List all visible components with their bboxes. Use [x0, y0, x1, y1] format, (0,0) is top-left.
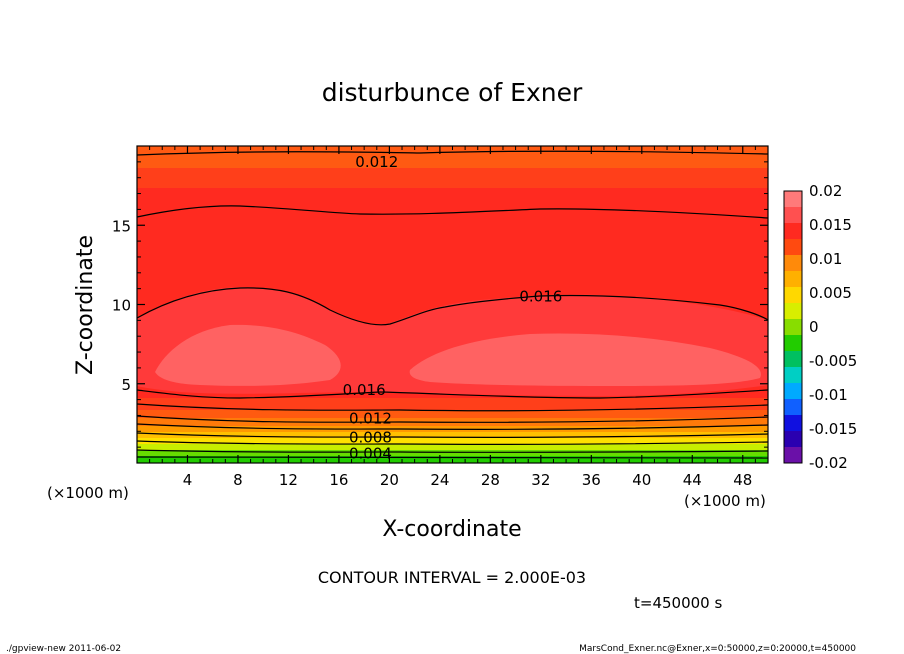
x-tick-label: 4: [183, 471, 193, 489]
x-tick-label: 32: [531, 471, 550, 489]
x-tick-label: 8: [233, 471, 243, 489]
contour-label: 0.012: [355, 153, 398, 171]
colorbar-tick-label: 0.02: [809, 182, 842, 200]
colorbar-tick-label: -0.015: [809, 420, 857, 438]
x-tick-label: 16: [329, 471, 348, 489]
band-yellowgreen-low: [137, 444, 768, 450]
colorbar-swatch: [784, 319, 802, 336]
y-axis-ticks: 5 10 15: [112, 161, 768, 448]
colorbar-swatch: [784, 207, 802, 224]
y-tick-label: 5: [121, 376, 131, 394]
contour-label: 0.008: [349, 429, 392, 447]
colorbar-swatch: [784, 303, 802, 320]
band-pink-right: [409, 333, 761, 386]
contour-interval-text: CONTOUR INTERVAL = 2.000E-03: [318, 568, 586, 587]
colorbar: 0.02 0.015 0.01 0.005 0 -0.005 -0.01 -0.015 -0.0…: [783, 182, 857, 472]
contour-label: 0.016: [519, 288, 562, 306]
colorbar-tick-label: -0.005: [809, 352, 857, 370]
contour-line-a: [136, 403, 769, 412]
colorbar-swatch: [784, 255, 802, 272]
colorbar-tick-label: -0.01: [809, 386, 848, 404]
colorbar-swatch: [784, 351, 802, 368]
contour-line-upper: [136, 205, 769, 219]
colorbar-swatch: [784, 287, 802, 304]
colorbar-tick-label: 0.015: [809, 216, 852, 234]
colorbar-swatch: [784, 431, 802, 448]
footer-left: ./gpview-new 2011-06-02: [6, 644, 121, 654]
band-red-low: [137, 398, 768, 410]
colorbar-tick-label: 0: [809, 318, 819, 336]
colorbar-swatch: [784, 223, 802, 240]
contour-line-012: [136, 415, 769, 423]
contour-line-b: [136, 423, 769, 430]
contour-line-c: [136, 440, 769, 445]
band-yellow-low: [137, 438, 768, 444]
colorbar-swatch: [784, 239, 802, 256]
contour-line-008: [136, 432, 769, 438]
x-unit-label-left: (×1000 m): [47, 484, 129, 502]
footer-right: MarsCond_Exner.nc@Exner,x=0:50000,z=0:20…: [579, 644, 856, 654]
colorbar-swatch: [784, 399, 802, 416]
y-axis-label: Z-coordinate: [73, 235, 98, 375]
colorbar-tick-label: 0.005: [809, 284, 852, 302]
x-tick-label: 36: [582, 471, 601, 489]
band-amber-low: [137, 432, 768, 438]
contour-label: 0.016: [343, 381, 386, 399]
x-tick-label: 48: [733, 471, 752, 489]
x-unit-label-right: (×1000 m): [684, 492, 766, 510]
band-pink-left: [155, 324, 341, 386]
band-green-low: [137, 450, 768, 456]
colorbar-swatch: [784, 383, 802, 400]
colorbar-swatch: [784, 271, 802, 288]
filled-contours: [137, 146, 768, 463]
contour-lines: [136, 150, 769, 460]
contour-line-016-lower: [136, 389, 769, 399]
x-tick-label: 24: [430, 471, 449, 489]
y-tick-label: 15: [112, 217, 131, 235]
x-tick-label: 20: [380, 471, 399, 489]
y-tick-label: 10: [112, 297, 131, 315]
contour-label: 0.004: [349, 444, 392, 462]
x-tick-label: 40: [632, 471, 651, 489]
contour-line-top: [136, 150, 769, 156]
band-orange-low: [137, 410, 768, 418]
contour-line-004: [136, 449, 769, 454]
x-axis-label: X-coordinate: [382, 517, 521, 542]
colorbar-swatch: [784, 415, 802, 432]
x-tick-label: 28: [481, 471, 500, 489]
x-tick-label: 12: [279, 471, 298, 489]
colorbar-swatch: [784, 367, 802, 384]
x-tick-label: 44: [683, 471, 702, 489]
x-axis-ticks: 4 8 12 16 20 24 28 32 36 40 44 48: [149, 146, 756, 489]
colorbar-swatch: [784, 191, 802, 208]
chart-title: disturbunce of Exner: [322, 78, 583, 107]
colorbar-tick-label: 0.01: [809, 250, 842, 268]
colorbar-swatch: [784, 335, 802, 352]
colorbar-frame: [783, 190, 803, 464]
colorbar-swatch: [784, 447, 802, 464]
contour-label: 0.012: [349, 410, 392, 428]
time-text: t=450000 s: [634, 594, 722, 612]
contour-line-016-upper: [136, 287, 769, 326]
band-red-orange: [137, 168, 768, 188]
colorbar-tick-label: -0.02: [809, 454, 848, 472]
